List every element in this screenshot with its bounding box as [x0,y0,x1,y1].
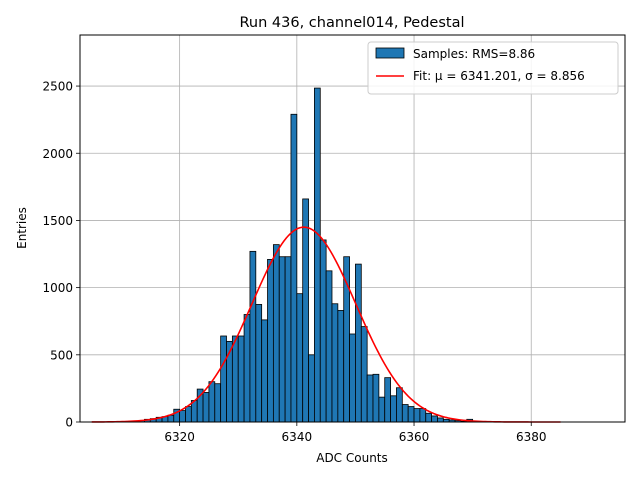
x-tick-label: 6360 [399,430,430,444]
histogram-bar [220,335,227,423]
y-tick-label: 2500 [42,80,73,94]
histogram-bar [267,259,274,423]
histogram-bar [202,392,210,423]
histogram-bar [325,270,333,423]
histogram-bar [319,239,327,423]
legend-box [367,41,619,95]
histogram-bar [378,396,386,423]
histogram-bar [302,198,309,423]
histogram-bar [413,408,421,423]
y-axis-ticks: 0 500 1000 1500 2000 2500 [42,80,80,430]
histogram-bar [314,87,321,423]
y-tick-label: 1000 [42,281,73,295]
histogram-bar [167,414,175,423]
plot-frame [79,34,626,423]
histogram-bar [243,314,251,423]
y-axis-label: Entries [15,207,29,249]
legend-samples-label: Samples: RMS=8.86 [413,47,535,61]
histogram-bar [296,293,304,423]
histogram-bar [179,410,186,423]
x-axis-label: ADC Counts [316,451,388,465]
histogram-bar [249,250,257,423]
histogram-bar [437,417,444,423]
histogram-bar [384,377,391,423]
histogram-bar [401,404,409,423]
histogram-bar [261,319,268,423]
x-axis-ticks: 6320 6340 6360 6380 [164,422,547,444]
x-tick-label: 6340 [282,430,313,444]
histogram-bar [290,113,298,423]
histogram-bar [419,408,427,423]
histogram-bar [425,412,433,423]
histogram-bar [255,304,263,423]
histogram-bar [308,354,315,423]
histogram-bar [272,244,280,423]
histogram-bar [284,256,292,423]
histogram-bars [138,87,479,423]
chart-title: Run 436, channel014, Pedestal [239,15,464,31]
x-tick-label: 6380 [516,430,547,444]
histogram-bar [185,406,192,423]
histogram-bar [396,387,403,423]
histogram-bar [208,381,216,423]
histogram-bar [237,335,245,423]
histogram-bar [360,326,368,423]
histogram-bar [431,415,438,423]
y-tick-label: 1500 [42,214,73,228]
histogram-bar [390,395,397,423]
fit-curve [91,226,561,423]
legend-fit-label: Fit: μ = 6341.201, σ = 8.856 [413,69,585,83]
histogram-bar [331,303,339,423]
histogram-bar [372,373,380,423]
legend-samples-swatch [375,47,405,59]
histogram-bar [337,310,345,423]
legend: Samples: RMS=8.86 Fit: μ = 6341.201, σ =… [367,41,619,95]
histogram-bar [366,374,374,423]
histogram-bar [278,256,286,423]
y-tick-label: 500 [50,348,73,362]
histogram-bar [349,333,356,423]
histogram-bar [214,383,222,423]
histogram-bar [231,335,239,423]
histogram-bar [407,406,415,423]
y-tick-label: 0 [65,416,73,430]
histogram-bar [355,263,362,423]
x-tick-label: 6320 [164,430,195,444]
y-tick-label: 2000 [42,147,73,161]
